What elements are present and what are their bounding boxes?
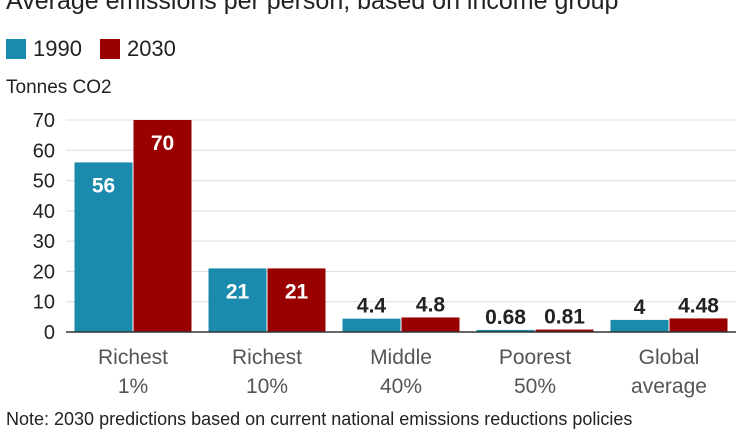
- x-tick-label: 50%: [514, 375, 556, 398]
- legend-label-1990: 1990: [33, 36, 82, 61]
- legend-swatch-2030: [99, 39, 120, 59]
- chart-note: Note: 2030 predictions based on current …: [6, 409, 633, 429]
- x-tick-label: Global: [639, 346, 700, 369]
- data-label: 0.68: [485, 306, 526, 329]
- bar: [401, 317, 460, 332]
- x-tick-label: Middle: [370, 346, 432, 369]
- legend-item-2030: 2030: [99, 36, 176, 62]
- data-label: 0.81: [544, 306, 585, 329]
- legend-swatch-1990: [6, 39, 26, 59]
- y-tick-label: 70: [33, 110, 55, 132]
- y-tick-label: 30: [33, 231, 55, 253]
- x-tick-label: 10%: [246, 375, 288, 398]
- x-tick-label: Poorest: [499, 346, 572, 369]
- data-label: 4.4: [357, 295, 387, 318]
- bar: [535, 329, 594, 332]
- bar: [610, 319, 669, 332]
- data-label: 4: [634, 296, 646, 319]
- x-tick-label: Richest: [98, 346, 168, 369]
- legend-label-2030: 2030: [126, 36, 176, 61]
- bar: [133, 120, 192, 332]
- bar: [476, 329, 535, 332]
- data-label: 4.8: [416, 293, 446, 316]
- bar: [267, 268, 326, 332]
- x-tick-label: 1%: [118, 375, 148, 398]
- data-label: 70: [151, 132, 174, 155]
- x-tick-label: average: [631, 375, 707, 398]
- legend: 1990 2030: [6, 36, 194, 62]
- y-tick-label: 10: [33, 292, 55, 314]
- y-tick-label: 20: [33, 261, 55, 283]
- bar: [669, 318, 728, 332]
- data-label: 21: [285, 280, 309, 303]
- y-tick-label: 60: [33, 140, 55, 162]
- bar: [208, 268, 267, 332]
- legend-item-1990: 1990: [6, 36, 82, 62]
- x-tick-label: 40%: [380, 375, 422, 398]
- x-tick-label: Richest: [232, 346, 302, 369]
- bar: [74, 162, 133, 332]
- data-label: 21: [226, 280, 250, 303]
- y-axis-unit-label: Tonnes CO2: [6, 77, 112, 98]
- data-label: 56: [92, 174, 115, 197]
- chart-title: Average emissions per person, based on i…: [6, 0, 619, 15]
- data-label: 4.48: [678, 294, 719, 317]
- y-tick-label: 50: [33, 171, 55, 193]
- y-tick-label: 0: [44, 322, 55, 344]
- bar: [342, 318, 401, 332]
- y-tick-label: 40: [33, 201, 55, 223]
